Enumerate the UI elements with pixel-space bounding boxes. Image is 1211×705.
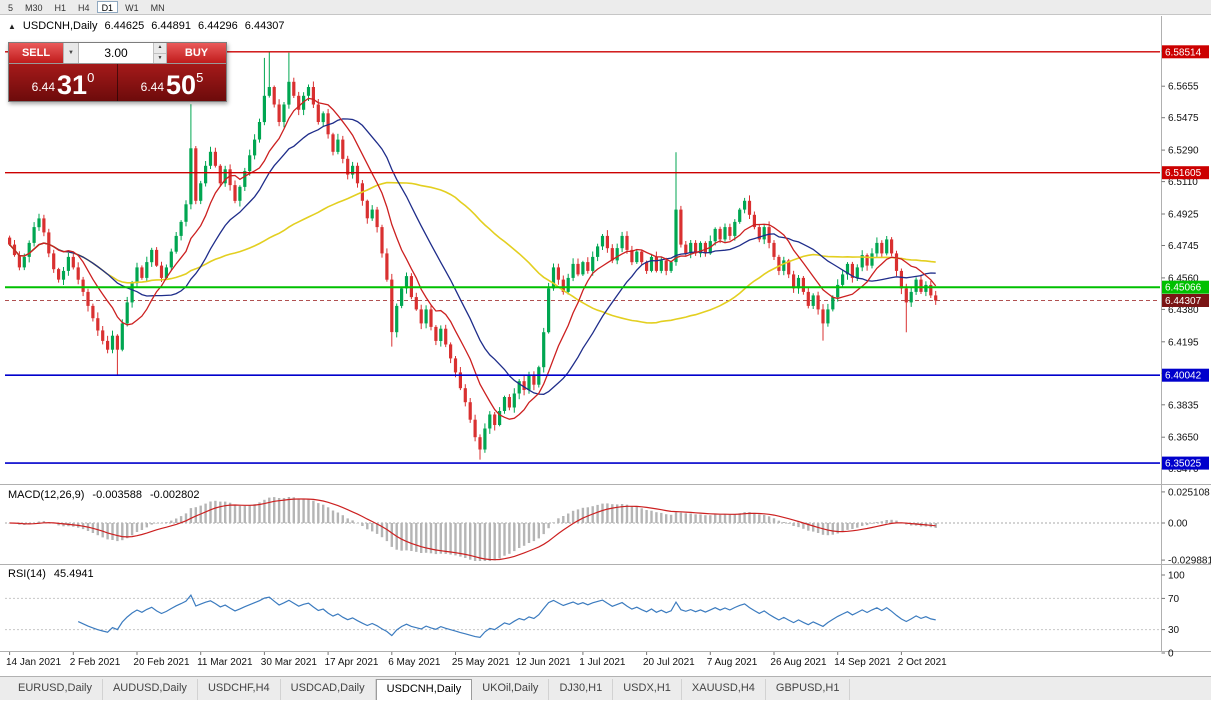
sell-price-prefix: 6.44: [32, 80, 55, 94]
bottom-tab-gbpusd[interactable]: GBPUSD,H1: [766, 679, 851, 700]
svg-text:1 Jul 2021: 1 Jul 2021: [579, 657, 626, 668]
collapse-panel-icon[interactable]: ▲: [8, 22, 16, 31]
bottom-tab-usdchf[interactable]: USDCHF,H4: [198, 679, 281, 700]
svg-text:0: 0: [1168, 649, 1174, 660]
ma-line-55: [10, 183, 936, 323]
macd-signal-line: [10, 499, 936, 560]
volume-decrease-button[interactable]: ▼: [154, 54, 166, 64]
macd-value: -0.003588: [92, 489, 142, 501]
svg-text:2 Oct 2021: 2 Oct 2021: [898, 657, 947, 668]
ohlc-low: 6.44296: [198, 20, 238, 32]
svg-text:6 May 2021: 6 May 2021: [388, 657, 441, 668]
rsi-title: RSI(14): [8, 568, 46, 580]
svg-text:26 Aug 2021: 26 Aug 2021: [770, 657, 827, 668]
one-click-trading-panel: SELL ▼ ▲ ▼ BUY 6.44 31 0 6.44 50 5: [8, 42, 227, 102]
rsi-label: RSI(14) 45.4941: [8, 568, 94, 580]
svg-text:7 Aug 2021: 7 Aug 2021: [707, 657, 758, 668]
svg-text:6.5655: 6.5655: [1168, 82, 1199, 93]
macd-signal-value: -0.002802: [150, 489, 200, 501]
bottom-tab-usdcad[interactable]: USDCAD,Daily: [281, 679, 376, 700]
panel-separators: [0, 16, 1211, 652]
svg-text:0.00: 0.00: [1168, 519, 1188, 530]
bottom-tab-dj30[interactable]: DJ30,H1: [549, 679, 613, 700]
svg-text:6.58514: 6.58514: [1165, 47, 1202, 58]
bottom-tab-eurusd[interactable]: EURUSD,Daily: [8, 679, 103, 700]
date-axis-labels: 14 Jan 2021 2 Feb 2021 20 Feb 2021 11 Mar 2…: [6, 652, 947, 668]
sell-price[interactable]: 6.44 31 0: [9, 64, 118, 101]
svg-text:6.5475: 6.5475: [1168, 113, 1199, 124]
timeframe-button-W1[interactable]: W1: [120, 1, 144, 13]
svg-text:14 Jan 2021: 14 Jan 2021: [6, 657, 61, 668]
ma-line-21: [10, 119, 936, 394]
volume-dropdown-button[interactable]: ▼: [63, 43, 79, 63]
bottom-tab-audusd[interactable]: AUDUSD,Daily: [103, 679, 198, 700]
horizontal-level-lines[interactable]: [5, 52, 1160, 463]
svg-text:12 Jun 2021: 12 Jun 2021: [516, 657, 571, 668]
svg-text:25 May 2021: 25 May 2021: [452, 657, 510, 668]
volume-increase-button[interactable]: ▲: [154, 43, 166, 54]
svg-text:6.4925: 6.4925: [1168, 210, 1199, 221]
price-axis-labels: 6.58556.56556.54756.52906.51106.49256.47…: [1162, 47, 1200, 476]
sell-price-sup: 0: [87, 70, 94, 85]
svg-text:6.44307: 6.44307: [1165, 296, 1202, 307]
bottom-tab-xauusd[interactable]: XAUUSD,H4: [682, 679, 766, 700]
macd-title: MACD(12,26,9): [8, 489, 84, 501]
volume-spinner: ▲ ▼: [153, 43, 166, 63]
svg-text:6.4195: 6.4195: [1168, 337, 1199, 348]
chevron-down-icon: ▼: [68, 50, 74, 56]
svg-text:6.45066: 6.45066: [1165, 283, 1202, 294]
chart-header: ▲ USDCNH,Daily 6.44625 6.44891 6.44296 6…: [8, 20, 285, 32]
buy-price-prefix: 6.44: [141, 80, 164, 94]
rsi-line: [78, 595, 936, 637]
timeframe-button-H4[interactable]: H4: [73, 1, 95, 13]
macd-histogram: [8, 497, 937, 561]
macd-label: MACD(12,26,9) -0.003588 -0.002802: [8, 489, 200, 501]
rsi-axis-labels: 100 70 30 0: [1162, 571, 1186, 660]
buy-price-big: 50: [166, 72, 196, 98]
timeframe-button-5[interactable]: 5: [3, 1, 18, 13]
svg-text:6.4745: 6.4745: [1168, 241, 1199, 252]
sell-price-big: 31: [57, 72, 87, 98]
svg-text:0.025108: 0.025108: [1168, 487, 1210, 498]
svg-text:30 Mar 2021: 30 Mar 2021: [261, 657, 318, 668]
svg-text:11 Mar 2021: 11 Mar 2021: [197, 657, 253, 668]
svg-text:6.35025: 6.35025: [1165, 459, 1202, 470]
svg-text:20 Jul 2021: 20 Jul 2021: [643, 657, 695, 668]
buy-price-sup: 5: [196, 70, 203, 85]
bottom-tab-usdx[interactable]: USDX,H1: [613, 679, 682, 700]
svg-text:6.51605: 6.51605: [1165, 168, 1202, 179]
svg-text:30: 30: [1168, 625, 1180, 636]
ohlc-close: 6.44307: [245, 20, 285, 32]
timeframe-button-M30[interactable]: M30: [20, 1, 48, 13]
buy-button[interactable]: BUY: [167, 43, 226, 63]
svg-text:6.3835: 6.3835: [1168, 400, 1199, 411]
ohlc-open: 6.44625: [104, 20, 144, 32]
svg-text:70: 70: [1168, 594, 1180, 605]
rsi-value: 45.4941: [54, 568, 94, 580]
timeframe-button-MN[interactable]: MN: [146, 1, 170, 13]
ohlc-high: 6.44891: [151, 20, 191, 32]
svg-text:100: 100: [1168, 571, 1185, 582]
svg-text:6.3650: 6.3650: [1168, 433, 1199, 444]
svg-text:6.40042: 6.40042: [1165, 371, 1202, 382]
timeframe-button-D1[interactable]: D1: [97, 1, 119, 13]
svg-text:14 Sep 2021: 14 Sep 2021: [834, 657, 891, 668]
buy-price[interactable]: 6.44 50 5: [118, 64, 226, 101]
svg-text:6.5290: 6.5290: [1168, 146, 1199, 157]
volume-field-wrap: ▲ ▼: [79, 43, 167, 63]
macd-axis-labels: 0.025108 0.00 -0.029881: [1162, 487, 1211, 566]
sell-button[interactable]: SELL: [9, 43, 63, 63]
svg-text:17 Apr 2021: 17 Apr 2021: [325, 657, 379, 668]
svg-text:2 Feb 2021: 2 Feb 2021: [70, 657, 121, 668]
svg-text:20 Feb 2021: 20 Feb 2021: [133, 657, 190, 668]
chart-symbol: USDCNH,Daily: [23, 20, 98, 32]
timeframe-button-H1[interactable]: H1: [50, 1, 72, 13]
svg-text:-0.029881: -0.029881: [1168, 556, 1211, 567]
bottom-tab-ukoil[interactable]: UKOil,Daily: [472, 679, 549, 700]
bottom-tab-usdcnh[interactable]: USDCNH,Daily: [376, 679, 473, 700]
